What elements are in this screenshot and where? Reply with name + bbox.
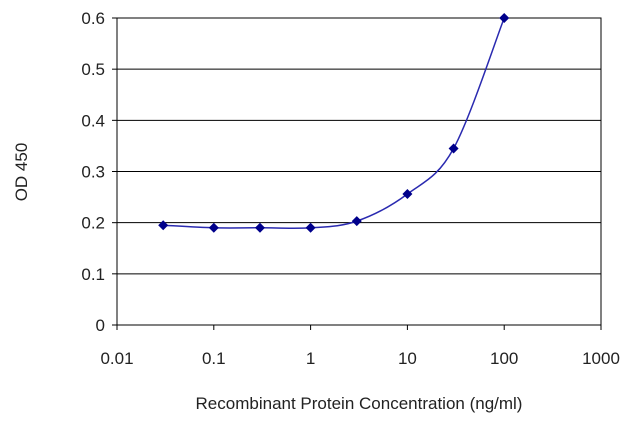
y-axis: 0 0.1 0.2 0.3 0.4 0.5 0.6 [81,9,117,335]
x-tick-label: 0.1 [202,349,226,368]
x-tick-label: 0.01 [100,349,133,368]
data-point-0 [158,220,169,231]
x-tick-label: 1 [306,349,315,368]
y-tick-label: 0.4 [81,111,105,130]
data-point-1 [208,222,219,233]
y-tick-label: 0 [96,316,105,335]
x-axis: 0.01 0.1 1 10 100 1000 [100,325,620,368]
x-axis-title: Recombinant Protein Concentration (ng/ml… [196,394,523,413]
y-tick-label: 0.2 [81,214,105,233]
y-tick-label: 0.6 [81,9,105,28]
data-point-6 [448,143,459,154]
data-point-7 [499,13,510,23]
data-point-4 [351,216,362,227]
y-axis-title: OD 450 [12,143,31,202]
x-tick-label: 1000 [582,349,620,368]
x-tick-label: 100 [490,349,518,368]
gridlines [117,68,601,275]
data-point-3 [305,222,316,233]
data-point-5 [402,189,413,200]
fit-curve [163,17,505,230]
y-tick-label: 0.3 [81,163,105,182]
y-tick-label: 0.1 [81,265,105,284]
data-points [158,13,510,233]
x-tick-label: 10 [398,349,417,368]
data-point-2 [254,222,265,233]
y-tick-label: 0.5 [81,60,105,79]
